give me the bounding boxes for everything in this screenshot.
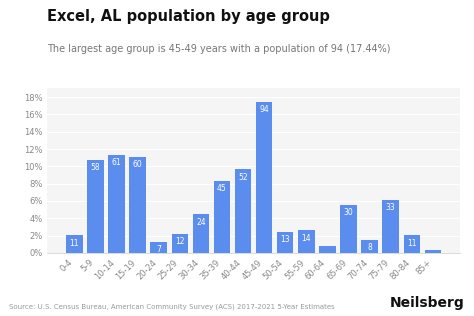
- Bar: [298, 230, 315, 253]
- Bar: [403, 235, 420, 253]
- Text: 7: 7: [156, 245, 161, 254]
- Bar: [66, 235, 82, 253]
- Text: Neilsberg: Neilsberg: [390, 296, 465, 310]
- Bar: [172, 234, 188, 253]
- Bar: [340, 205, 357, 253]
- Text: Excel, AL population by age group: Excel, AL population by age group: [47, 9, 330, 24]
- Text: 8: 8: [367, 243, 372, 252]
- Bar: [383, 200, 399, 253]
- Text: 33: 33: [386, 203, 395, 212]
- Bar: [277, 232, 293, 253]
- Bar: [87, 160, 104, 253]
- Text: 52: 52: [238, 173, 248, 182]
- Text: 24: 24: [196, 218, 206, 227]
- Bar: [235, 169, 251, 253]
- Bar: [256, 102, 273, 253]
- Bar: [214, 181, 230, 253]
- Bar: [109, 155, 125, 253]
- Text: 11: 11: [407, 239, 417, 248]
- Bar: [319, 246, 336, 253]
- Text: 14: 14: [301, 234, 311, 243]
- Bar: [425, 250, 441, 253]
- Text: 13: 13: [281, 235, 290, 244]
- Bar: [361, 240, 378, 253]
- Text: 12: 12: [175, 237, 184, 246]
- Text: 11: 11: [70, 239, 79, 248]
- Text: 30: 30: [344, 208, 353, 217]
- Text: The largest age group is 45-49 years with a population of 94 (17.44%): The largest age group is 45-49 years wit…: [47, 44, 391, 54]
- Text: 58: 58: [91, 163, 100, 172]
- Text: 61: 61: [112, 158, 121, 167]
- Bar: [192, 214, 209, 253]
- Text: 45: 45: [217, 184, 227, 193]
- Text: 94: 94: [259, 106, 269, 114]
- Bar: [150, 241, 167, 253]
- Text: 60: 60: [133, 160, 143, 169]
- Bar: [129, 156, 146, 253]
- Text: Source: U.S. Census Bureau, American Community Survey (ACS) 2017-2021 5-Year Est: Source: U.S. Census Bureau, American Com…: [9, 303, 335, 310]
